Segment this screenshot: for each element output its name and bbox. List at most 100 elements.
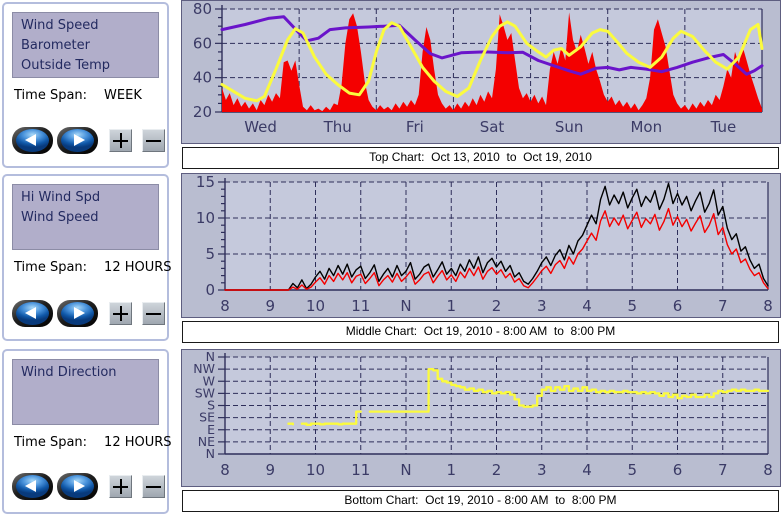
top-chart-legend: Wind Speed Barometer Outside Temp [12,12,159,78]
time-span-value: 12 HOURS [104,435,172,450]
svg-text:Thu: Thu [323,118,352,136]
svg-text:6: 6 [673,297,683,315]
svg-text:1: 1 [446,297,456,315]
scroll-left-button[interactable] [12,300,53,327]
time-span-value: 12 HOURS [104,260,172,275]
svg-text:20: 20 [193,103,212,121]
time-span-value: WEEK [104,88,142,103]
svg-text:60: 60 [193,34,212,52]
zoom-in-button[interactable] [109,129,132,152]
minus-icon [146,139,161,142]
svg-text:2: 2 [492,461,502,479]
legend-item-wind-speed: Wind Speed [21,18,99,33]
time-span-label: Time Span: [14,435,88,450]
svg-text:3: 3 [537,297,547,315]
arrow-left-icon [25,134,36,146]
svg-text:7: 7 [718,461,728,479]
svg-text:1: 1 [446,461,456,479]
svg-text:11: 11 [351,461,370,479]
arrow-right-icon [74,307,85,319]
svg-text:N: N [206,350,215,364]
bottom-chart-legend: Wind Direction [12,359,159,425]
bottom-chart-panel: N NW W SW S SE E NE N 8 9 10 11 N 1 2 3 4 5 6 7 8 [181,349,781,487]
svg-text:Mon: Mon [630,118,662,136]
svg-text:0: 0 [205,281,215,299]
bottom-time-span: Time Span: 12 HOURS [14,435,172,450]
svg-text:10: 10 [306,461,325,479]
svg-text:W: W [203,373,215,388]
time-span-label: Time Span: [14,88,88,103]
scroll-right-button[interactable] [57,127,98,154]
legend-item-wind-speed: Wind Speed [21,210,99,225]
svg-text:NE: NE [198,434,215,449]
svg-text:10: 10 [306,297,325,315]
middle-chart-panel: 0 5 10 15 8 9 10 11 N 1 2 3 4 5 6 7 8 [181,173,781,318]
arrow-left-icon [25,307,36,319]
zoom-out-button[interactable] [142,129,165,152]
middle-chart-plot: 0 5 10 15 8 9 10 11 N 1 2 3 4 5 6 7 8 [196,174,773,315]
top-chart-panel: 20 40 60 80 Wed Thu Fri Sat Sun Mon Tue [181,0,781,144]
zoom-in-button[interactable] [109,302,132,325]
svg-text:8: 8 [220,297,230,315]
time-span-label: Time Span: [14,260,88,275]
middle-chart-controls: Hi Wind Spd Wind Speed Time Span: 12 HOUR… [2,174,172,341]
middle-chart-caption: Middle Chart: Oct 19, 2010 - 8:00 AM to … [182,321,779,343]
top-chart-plot: 20 40 60 80 Wed Thu Fri Sat Sun Mon Tue [193,1,764,136]
svg-text:8: 8 [763,461,773,479]
svg-text:4: 4 [582,461,592,479]
bottom-chart-caption: Bottom Chart: Oct 19, 2010 - 8:00 AM to … [182,490,779,512]
svg-text:NW: NW [193,361,215,376]
scroll-right-button[interactable] [57,473,98,500]
scroll-right-button[interactable] [57,300,98,327]
top-chart-buttons [12,127,165,154]
legend-item-outside-temp: Outside Temp [21,58,110,73]
svg-text:15: 15 [196,174,215,191]
svg-text:Sat: Sat [480,118,505,136]
legend-item-wind-direction: Wind Direction [21,365,117,380]
svg-text:Sun: Sun [555,118,584,136]
top-chart-caption: Top Chart: Oct 13, 2010 to Oct 19, 2010 [182,147,779,169]
svg-text:S: S [207,398,215,413]
middle-chart-legend: Hi Wind Spd Wind Speed [12,184,159,250]
top-time-span: Time Span: WEEK [14,88,142,103]
arrow-right-icon [74,480,85,492]
svg-text:9: 9 [265,461,275,479]
bottom-chart-controls: Wind Direction Time Span: 12 HOURS [2,349,172,514]
svg-text:3: 3 [537,461,547,479]
middle-time-span: Time Span: 12 HOURS [14,260,172,275]
svg-text:Fri: Fri [406,118,424,136]
svg-text:8: 8 [763,297,773,315]
svg-text:8: 8 [220,461,230,479]
arrow-left-icon [25,480,36,492]
zoom-out-button[interactable] [142,475,165,498]
legend-item-barometer: Barometer [21,38,90,53]
svg-text:10: 10 [196,209,215,227]
top-chart-controls: Wind Speed Barometer Outside Temp Time S… [2,2,169,168]
legend-item-hi-wind-spd: Hi Wind Spd [21,190,101,205]
svg-text:6: 6 [673,461,683,479]
svg-text:9: 9 [265,297,275,315]
svg-text:40: 40 [193,69,212,87]
svg-text:SW: SW [195,385,215,400]
middle-chart-buttons [12,300,165,327]
svg-text:N: N [206,446,215,461]
minus-icon [146,485,161,488]
svg-text:80: 80 [193,1,212,18]
svg-text:5: 5 [627,297,637,315]
scroll-left-button[interactable] [12,127,53,154]
zoom-out-button[interactable] [142,302,165,325]
svg-text:Wed: Wed [244,118,277,136]
minus-icon [146,312,161,315]
svg-text:5: 5 [205,245,215,263]
svg-text:N: N [400,297,411,315]
scroll-left-button[interactable] [12,473,53,500]
svg-text:11: 11 [351,297,370,315]
svg-text:N: N [400,461,411,479]
svg-text:5: 5 [627,461,637,479]
bottom-chart-buttons [12,473,165,500]
zoom-in-button[interactable] [109,475,132,498]
svg-text:SE: SE [199,410,215,425]
arrow-right-icon [74,134,85,146]
svg-text:E: E [207,422,215,437]
